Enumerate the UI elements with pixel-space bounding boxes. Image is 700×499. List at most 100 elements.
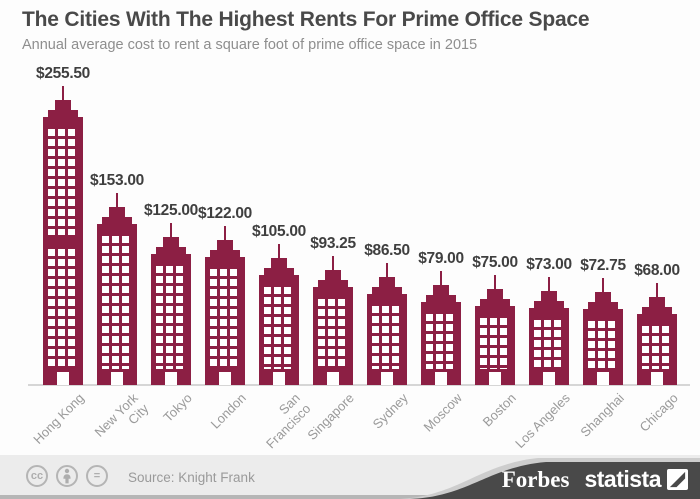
- value-label: $93.25: [310, 235, 356, 252]
- building-antenna: [332, 256, 334, 270]
- building-bar-new-york-city: $153.00: [90, 172, 144, 385]
- statista-wordmark: statista: [584, 466, 661, 492]
- header: The Cities With The Highest Rents For Pr…: [22, 7, 690, 53]
- building-door: [273, 372, 285, 385]
- value-label: $75.00: [472, 254, 518, 271]
- building-roof-cap: [163, 237, 179, 247]
- value-label: $153.00: [90, 172, 144, 189]
- building-roof-base: [102, 217, 132, 224]
- building-body: [97, 224, 137, 385]
- value-label: $255.50: [36, 65, 90, 82]
- building-roof-base: [156, 247, 186, 254]
- building-bar-hong-kong: $255.50: [36, 65, 90, 385]
- cc-icon: cc: [26, 465, 48, 487]
- building-roof-base: [264, 268, 294, 275]
- building-door: [57, 372, 69, 385]
- building-antenna: [440, 271, 442, 285]
- building-antenna: [62, 86, 64, 100]
- page-subtitle: Annual average cost to rent a square foo…: [22, 37, 478, 54]
- banner-swoosh: [400, 458, 700, 499]
- bottom-strip: [0, 495, 700, 499]
- building-body: [313, 287, 353, 385]
- building-roof-cap: [271, 258, 287, 268]
- building-bar-shanghai: $72.75: [576, 257, 630, 385]
- building-body: [475, 306, 515, 385]
- building-door: [489, 372, 501, 385]
- forbes-logo: Forbes: [501, 466, 570, 492]
- page-title: The Cities With The Highest Rents For Pr…: [22, 8, 590, 31]
- building-band: [47, 234, 79, 248]
- building-antenna: [224, 226, 226, 240]
- building-roof-cap: [595, 292, 611, 302]
- building-door: [165, 372, 177, 385]
- building-roof-base: [588, 302, 618, 309]
- building-bar-moscow: $79.00: [414, 250, 468, 385]
- building-roof-cap: [541, 291, 557, 301]
- brand-banner: Forbes statista: [400, 455, 700, 499]
- building-roof-base: [48, 110, 78, 117]
- value-label: $105.00: [252, 223, 306, 240]
- source-label: Source: Knight Frank: [128, 470, 255, 485]
- building-roof-cap: [379, 277, 395, 287]
- building-body: [367, 294, 407, 385]
- building-windows: [480, 318, 510, 369]
- building-antenna: [602, 278, 604, 292]
- building-bar-los-angeles: $73.00: [522, 256, 576, 385]
- building-body: [151, 254, 191, 385]
- building-body: [205, 257, 245, 385]
- building-windows: [102, 236, 132, 369]
- building-antenna: [386, 263, 388, 277]
- building-windows: [372, 306, 402, 369]
- building-antenna: [656, 283, 658, 297]
- building-roof-base: [318, 280, 348, 287]
- building-body: [583, 309, 623, 385]
- building-bar-chicago: $68.00: [630, 262, 684, 385]
- building-door: [597, 372, 609, 385]
- building-body: [637, 314, 677, 385]
- brand-logos: Forbes statista: [502, 466, 688, 493]
- statista-logo-mark: [667, 469, 688, 490]
- building-roof-cap: [649, 297, 665, 307]
- building-windows: [588, 321, 618, 369]
- building-windows: [210, 269, 240, 369]
- statista-logo: statista: [584, 466, 688, 493]
- building-door: [543, 372, 555, 385]
- building-roof-base: [642, 307, 672, 314]
- building-antenna: [278, 244, 280, 258]
- building-antenna: [548, 277, 550, 291]
- building-bar-sydney: $86.50: [360, 242, 414, 385]
- value-label: $86.50: [364, 242, 410, 259]
- building-roof-cap: [55, 100, 71, 110]
- building-door: [381, 372, 393, 385]
- value-label: $125.00: [144, 202, 198, 219]
- building-bar-london: $122.00: [198, 205, 252, 385]
- building-bar-san-francisco: $105.00: [252, 223, 306, 385]
- building-windows: [156, 266, 186, 369]
- building-roof-cap: [217, 240, 233, 250]
- building-windows: [426, 314, 456, 369]
- building-windows: [642, 326, 672, 369]
- building-roof-cap: [433, 285, 449, 295]
- building-roof-base: [372, 287, 402, 294]
- building-windows: [264, 287, 294, 369]
- building-bar-tokyo: $125.00: [144, 202, 198, 385]
- building-body: [529, 308, 569, 385]
- building-roof-cap: [325, 270, 341, 280]
- value-label: $68.00: [634, 262, 680, 279]
- building-roof-base: [480, 299, 510, 306]
- license-icons: cc =: [26, 465, 108, 487]
- attribution-icon: [56, 465, 78, 487]
- building-roof-cap: [109, 207, 125, 217]
- building-door: [327, 372, 339, 385]
- building-roof-base: [210, 250, 240, 257]
- building-roof-base: [534, 301, 564, 308]
- building-door: [111, 372, 123, 385]
- building-body: [421, 302, 461, 385]
- building-antenna: [494, 275, 496, 289]
- building-windows: [534, 320, 564, 369]
- building-body: [43, 117, 83, 385]
- building-body: [259, 275, 299, 385]
- building-windows: [318, 299, 348, 369]
